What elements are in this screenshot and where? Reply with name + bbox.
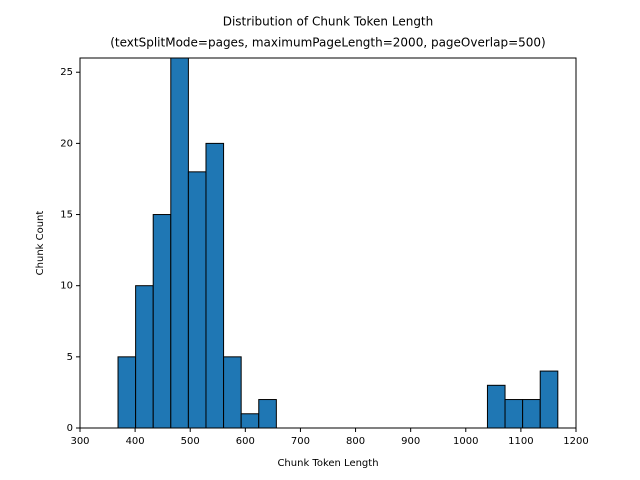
bar	[205, 142, 225, 429]
bar	[240, 413, 260, 429]
bar	[187, 171, 207, 429]
bar	[486, 384, 506, 429]
x-tick-label: 1200	[563, 436, 588, 447]
x-tick-label: 400	[126, 436, 145, 447]
bar	[152, 214, 172, 429]
x-tick-label: 300	[70, 436, 89, 447]
chart-title: Distribution of Chunk Token Length	[223, 15, 434, 29]
y-tick-label: 5	[67, 352, 73, 363]
x-tick-label: 900	[401, 436, 420, 447]
x-tick-label: 600	[236, 436, 255, 447]
y-tick-label: 20	[60, 138, 73, 149]
x-tick-label: 500	[181, 436, 200, 447]
bar	[223, 356, 242, 429]
y-tick-label: 25	[60, 67, 73, 78]
bar	[170, 57, 189, 429]
bar	[135, 285, 154, 429]
x-tick-label: 1100	[508, 436, 533, 447]
bar	[539, 370, 559, 429]
bar	[504, 399, 524, 429]
chart-subtitle: (textSplitMode=pages, maximumPageLength=…	[110, 36, 545, 50]
y-tick-label: 0	[67, 423, 73, 434]
x-tick-label: 700	[291, 436, 310, 447]
y-tick-label: 10	[60, 281, 73, 292]
bar	[522, 399, 541, 429]
y-tick-label: 15	[60, 210, 73, 221]
plot-frame	[79, 57, 577, 429]
x-tick-label: 1000	[453, 436, 478, 447]
bar	[258, 399, 277, 429]
x-axis-label: Chunk Token Length	[277, 458, 378, 469]
y-axis-label: Chunk Count	[35, 211, 46, 276]
x-tick-label: 800	[346, 436, 365, 447]
bar	[117, 356, 137, 429]
